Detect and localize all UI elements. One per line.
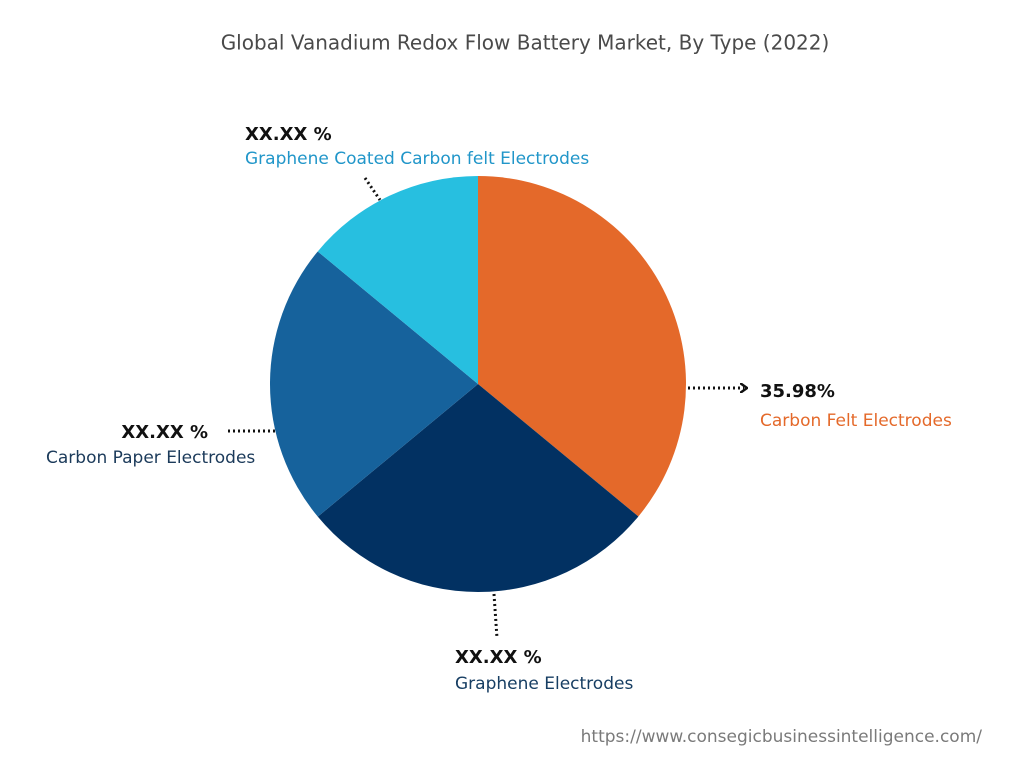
leader-line [492, 593, 499, 639]
value-label: XX.XX % [121, 422, 208, 443]
value-label: XX.XX % [455, 647, 542, 668]
category-label: Graphene Coated Carbon felt Electrodes [245, 149, 589, 169]
category-label: Carbon Felt Electrodes [760, 411, 952, 431]
pie-slice [478, 176, 686, 517]
pie-slice [317, 176, 478, 384]
source-url: https://www.consegicbusinessintelligence… [581, 727, 983, 747]
value-label: XX.XX % [245, 124, 332, 145]
category-label: Graphene Electrodes [455, 674, 633, 694]
leader-line [363, 177, 382, 201]
pie-slice [317, 384, 639, 593]
pie [270, 176, 686, 593]
category-label: Carbon Paper Electrodes [46, 448, 255, 468]
chart-title: Global Vanadium Redox Flow Battery Marke… [221, 31, 830, 55]
pie-slice [270, 251, 478, 517]
value-label: 35.98% [760, 381, 835, 402]
